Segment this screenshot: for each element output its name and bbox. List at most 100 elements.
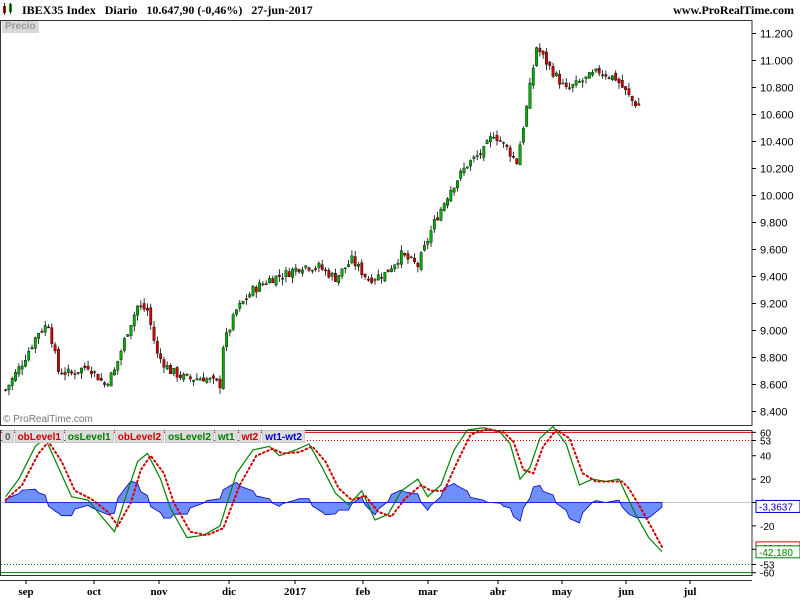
candle bbox=[396, 258, 400, 269]
legend-item-oslevel1[interactable]: osLevel1 bbox=[64, 430, 114, 443]
candle-body bbox=[271, 278, 275, 284]
title-bar: IBEX35 Index Diario 10.647,90 (-0,46%) 2… bbox=[0, 0, 800, 20]
candle bbox=[353, 251, 357, 271]
candle-body bbox=[337, 275, 341, 283]
candle bbox=[165, 361, 169, 371]
candle-body bbox=[53, 344, 57, 352]
candle-body bbox=[297, 269, 301, 273]
candle bbox=[393, 264, 397, 272]
candle-body bbox=[162, 359, 166, 368]
xtick-label: sep bbox=[18, 586, 33, 598]
candle-body bbox=[452, 187, 456, 193]
wt2-line bbox=[4, 427, 663, 548]
candle-body bbox=[390, 268, 393, 272]
candle bbox=[109, 371, 113, 387]
candle bbox=[211, 373, 215, 384]
candle-body bbox=[436, 217, 440, 221]
candle bbox=[96, 373, 100, 381]
candle-body bbox=[33, 337, 37, 349]
candle-body bbox=[413, 257, 416, 263]
candle-body bbox=[360, 262, 364, 275]
candle-body bbox=[614, 72, 618, 81]
candle bbox=[330, 271, 334, 281]
candle-body bbox=[591, 72, 595, 76]
candle bbox=[268, 275, 271, 284]
candle-body bbox=[83, 365, 87, 368]
candle-body bbox=[76, 372, 80, 374]
candle bbox=[119, 349, 123, 366]
candle bbox=[475, 150, 479, 161]
candle-body bbox=[310, 269, 314, 272]
site-link[interactable]: www.ProRealTime.com bbox=[673, 3, 794, 17]
candle-body bbox=[498, 140, 502, 142]
candle bbox=[294, 263, 298, 276]
candle bbox=[248, 291, 252, 298]
candle bbox=[225, 327, 228, 352]
candle-body bbox=[116, 360, 120, 371]
candle-body bbox=[604, 74, 608, 77]
candle bbox=[103, 381, 106, 388]
price-panel-label[interactable]: Precio bbox=[2, 20, 39, 33]
legend-item-oblevel1[interactable]: obLevel1 bbox=[14, 430, 64, 443]
legend-item-oslevel2[interactable]: osLevel2 bbox=[165, 430, 214, 443]
candle bbox=[386, 269, 390, 273]
candle bbox=[162, 356, 166, 374]
candle-body bbox=[14, 372, 17, 381]
candle bbox=[106, 382, 110, 388]
candle bbox=[261, 280, 265, 287]
candle-body bbox=[551, 66, 555, 77]
candle bbox=[66, 364, 70, 377]
wt1-value-box-text: -42,180 bbox=[759, 548, 793, 559]
candle bbox=[244, 294, 248, 305]
candle bbox=[307, 266, 311, 273]
candle bbox=[24, 354, 27, 368]
legend-item-oblevel2[interactable]: obLevel2 bbox=[114, 430, 165, 443]
candle bbox=[558, 70, 562, 89]
legend-item-0[interactable]: 0 bbox=[2, 430, 14, 443]
candle bbox=[47, 324, 50, 329]
candle bbox=[76, 372, 80, 375]
candle-body bbox=[80, 367, 83, 374]
price-panel-frame bbox=[0, 20, 753, 426]
candle-body bbox=[139, 305, 143, 308]
candle-body bbox=[502, 142, 505, 144]
candlestick-app-icon bbox=[3, 3, 12, 15]
candle-body bbox=[24, 360, 27, 367]
candle-body bbox=[386, 269, 390, 273]
candle bbox=[264, 280, 268, 286]
candle bbox=[251, 284, 255, 297]
candle-body bbox=[380, 277, 383, 279]
candle-body bbox=[512, 156, 515, 158]
candle-body bbox=[43, 325, 47, 333]
legend-item-wt1-wt2[interactable]: wt1-wt2 bbox=[262, 430, 305, 443]
candle bbox=[452, 187, 456, 196]
candle-body bbox=[251, 286, 255, 296]
candle-body bbox=[47, 326, 50, 329]
candle bbox=[597, 64, 601, 77]
legend-item-wt1[interactable]: wt1 bbox=[214, 430, 238, 443]
candle bbox=[518, 141, 522, 166]
candle bbox=[334, 268, 337, 283]
candle bbox=[277, 269, 281, 282]
candle bbox=[327, 267, 331, 279]
candle bbox=[620, 74, 624, 89]
candle-body bbox=[86, 365, 90, 370]
price-ytick-label: 11.200 bbox=[760, 29, 793, 41]
candle-body bbox=[235, 309, 238, 315]
indicator-legend[interactable]: 0 obLevel1 osLevel1 obLevel2 osLevel2 wt1 wt2 w… bbox=[2, 430, 306, 443]
candle-body bbox=[89, 370, 93, 375]
candle-body bbox=[155, 340, 159, 354]
candle bbox=[33, 336, 37, 353]
candle-body bbox=[571, 84, 575, 88]
candle bbox=[99, 373, 103, 382]
candle bbox=[14, 369, 17, 382]
candle-body bbox=[548, 61, 552, 66]
candle-body bbox=[30, 347, 34, 349]
legend-item-wt2[interactable]: wt2 bbox=[238, 430, 262, 443]
candle bbox=[442, 202, 446, 212]
candle bbox=[574, 75, 578, 88]
candle-body bbox=[515, 158, 519, 164]
candle-body bbox=[179, 374, 182, 378]
candle bbox=[113, 367, 116, 376]
